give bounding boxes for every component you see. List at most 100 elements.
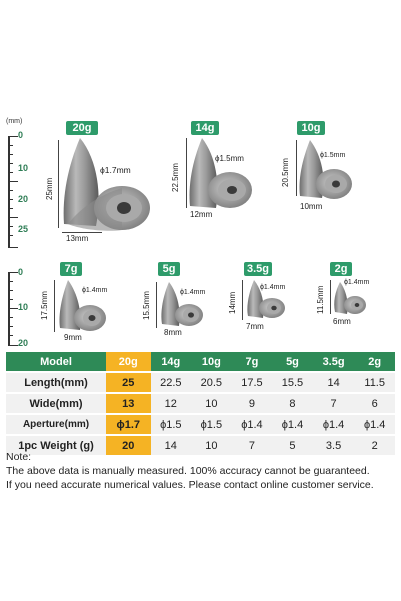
spec-table: Model 20g 14g 10g 7g 5g 3.5g 2g Length(m… bbox=[6, 350, 395, 457]
width-label-20g: 13mm bbox=[66, 234, 89, 243]
table-cell: 10 bbox=[191, 436, 232, 455]
ruler-tick bbox=[8, 181, 18, 182]
ruler-label: 20 bbox=[18, 194, 29, 204]
weight-badge-7g: 7g bbox=[60, 262, 82, 276]
table-row-label: Length(mm) bbox=[6, 373, 106, 392]
table-cell: 13 bbox=[106, 394, 151, 413]
length-label-5g: 15.5mm bbox=[142, 291, 151, 320]
table-cell: 9 bbox=[231, 394, 273, 413]
ruler-tick bbox=[8, 199, 13, 200]
ruler-tick bbox=[8, 281, 13, 282]
weight-badge-20g: 20g bbox=[66, 121, 98, 135]
table-header-cell: 10g bbox=[191, 352, 232, 371]
ruler-tick bbox=[8, 235, 13, 236]
ruler-tick bbox=[8, 217, 18, 218]
ruler-tick bbox=[8, 317, 13, 318]
bullet-sinker-20g bbox=[63, 138, 150, 231]
table-row: Length(mm) 25 22.5 20.5 17.5 15.5 14 11.… bbox=[6, 373, 395, 392]
table-header-cell: 20g bbox=[106, 352, 151, 371]
length-dimension-line bbox=[186, 138, 187, 208]
aperture-label-7g: ϕ1.4mm bbox=[82, 287, 108, 294]
ruler-label: 20 bbox=[18, 338, 29, 348]
table-cell: 14 bbox=[312, 373, 355, 392]
bullet-sinker-7g bbox=[59, 280, 106, 331]
table-row: Wide(mm) 13 12 10 9 8 7 6 bbox=[6, 394, 395, 413]
table-header-cell: 14g bbox=[150, 352, 192, 371]
width-label-10g: 10mm bbox=[300, 202, 323, 211]
width-label-3.5g: 7mm bbox=[246, 322, 264, 331]
note-line-2: If you need accurate numerical values. P… bbox=[6, 479, 374, 491]
ruler-tick bbox=[8, 247, 18, 248]
ruler-bar bbox=[8, 272, 10, 346]
length-label-7g: 17.5mm bbox=[40, 291, 49, 320]
ruler-label: 10 bbox=[18, 163, 29, 173]
length-label-20g: 25mm bbox=[45, 177, 54, 200]
aperture-label-20g: ϕ1.7mm bbox=[100, 165, 131, 175]
bullet-sinker-5g bbox=[161, 282, 203, 326]
table-cell: 10 bbox=[191, 394, 232, 413]
ruler-tick bbox=[8, 290, 13, 291]
length-dimension-line bbox=[54, 280, 55, 332]
table-cell: ϕ1.5 bbox=[191, 415, 232, 434]
aperture-label-2g: ϕ1.4mm bbox=[344, 279, 370, 286]
table-header-row: Model 20g 14g 10g 7g 5g 3.5g 2g bbox=[6, 352, 395, 371]
table-cell: 22.5 bbox=[150, 373, 192, 392]
aperture-label-10g: ϕ1.5mm bbox=[320, 152, 346, 159]
table-cell: 14 bbox=[150, 436, 192, 455]
aperture-label-14g: ϕ1.5mm bbox=[215, 154, 244, 163]
table-row: Aperture(mm) ϕ1.7 ϕ1.5 ϕ1.5 ϕ1.4 ϕ1.4 ϕ1… bbox=[6, 415, 395, 434]
aperture-label-3.5g: ϕ1.4mm bbox=[260, 284, 286, 291]
ruler-tick bbox=[8, 226, 13, 227]
table-cell: ϕ1.7 bbox=[106, 415, 151, 434]
length-label-14g: 22.5mm bbox=[171, 163, 180, 192]
ruler-label: 0 bbox=[18, 267, 24, 277]
ruler-tick bbox=[8, 145, 13, 146]
table-cell: ϕ1.5 bbox=[150, 415, 192, 434]
width-label-5g: 8mm bbox=[164, 328, 182, 337]
table-row-label: Wide(mm) bbox=[6, 394, 106, 413]
ruler-label: 25 bbox=[18, 224, 29, 234]
table-row-label: 1pc Weight (g) bbox=[6, 436, 106, 455]
table-cell: 7 bbox=[231, 436, 273, 455]
note-title: Note: bbox=[6, 451, 32, 463]
table-header-cell: 3.5g bbox=[312, 352, 355, 371]
table-cell: 20.5 bbox=[191, 373, 232, 392]
bullet-sinker-2g bbox=[334, 282, 366, 314]
table-cell: ϕ1.4 bbox=[272, 415, 313, 434]
bullet-sinker-3.5g bbox=[247, 280, 285, 318]
table-header-cell: Model bbox=[6, 352, 106, 371]
ruler-tick bbox=[8, 326, 13, 327]
table-cell: ϕ1.4 bbox=[231, 415, 273, 434]
table-cell: ϕ1.4 bbox=[312, 415, 355, 434]
table-header-cell: 2g bbox=[354, 352, 395, 371]
table-cell: 5 bbox=[272, 436, 313, 455]
length-dimension-line bbox=[242, 280, 243, 320]
ruler-tick bbox=[8, 154, 13, 155]
table-cell: 2 bbox=[354, 436, 395, 455]
weight-badge-2g: 2g bbox=[330, 262, 352, 276]
table-row-label: Aperture(mm) bbox=[6, 415, 106, 434]
table-cell: 6 bbox=[354, 394, 395, 413]
ruler-tick bbox=[8, 136, 18, 137]
ruler-label: 0 bbox=[18, 130, 24, 140]
length-label-3.5g: 14mm bbox=[228, 291, 237, 314]
table-cell: 25 bbox=[106, 373, 151, 392]
length-dimension-line bbox=[296, 140, 297, 196]
aperture-label-5g: ϕ1.4mm bbox=[180, 289, 206, 296]
table-header-cell: 7g bbox=[231, 352, 273, 371]
length-label-10g: 20.5mm bbox=[281, 158, 290, 187]
table-cell: 12 bbox=[150, 394, 192, 413]
width-label-7g: 9mm bbox=[64, 333, 82, 342]
table-cell: 15.5 bbox=[272, 373, 313, 392]
bullet-sinker-14g bbox=[189, 138, 252, 208]
length-dimension-line bbox=[330, 280, 331, 314]
weight-badge-10g: 10g bbox=[297, 121, 325, 135]
table-cell: 3.5 bbox=[312, 436, 355, 455]
ruler-tick bbox=[8, 208, 13, 209]
ruler-tick bbox=[8, 335, 13, 336]
length-label-2g: 11.5mm bbox=[316, 285, 325, 314]
ruler-unit: (mm) bbox=[6, 118, 23, 125]
table-cell: ϕ1.4 bbox=[354, 415, 395, 434]
length-dimension-line bbox=[156, 282, 157, 328]
table-row: 1pc Weight (g) 20 14 10 7 5 3.5 2 bbox=[6, 436, 395, 455]
